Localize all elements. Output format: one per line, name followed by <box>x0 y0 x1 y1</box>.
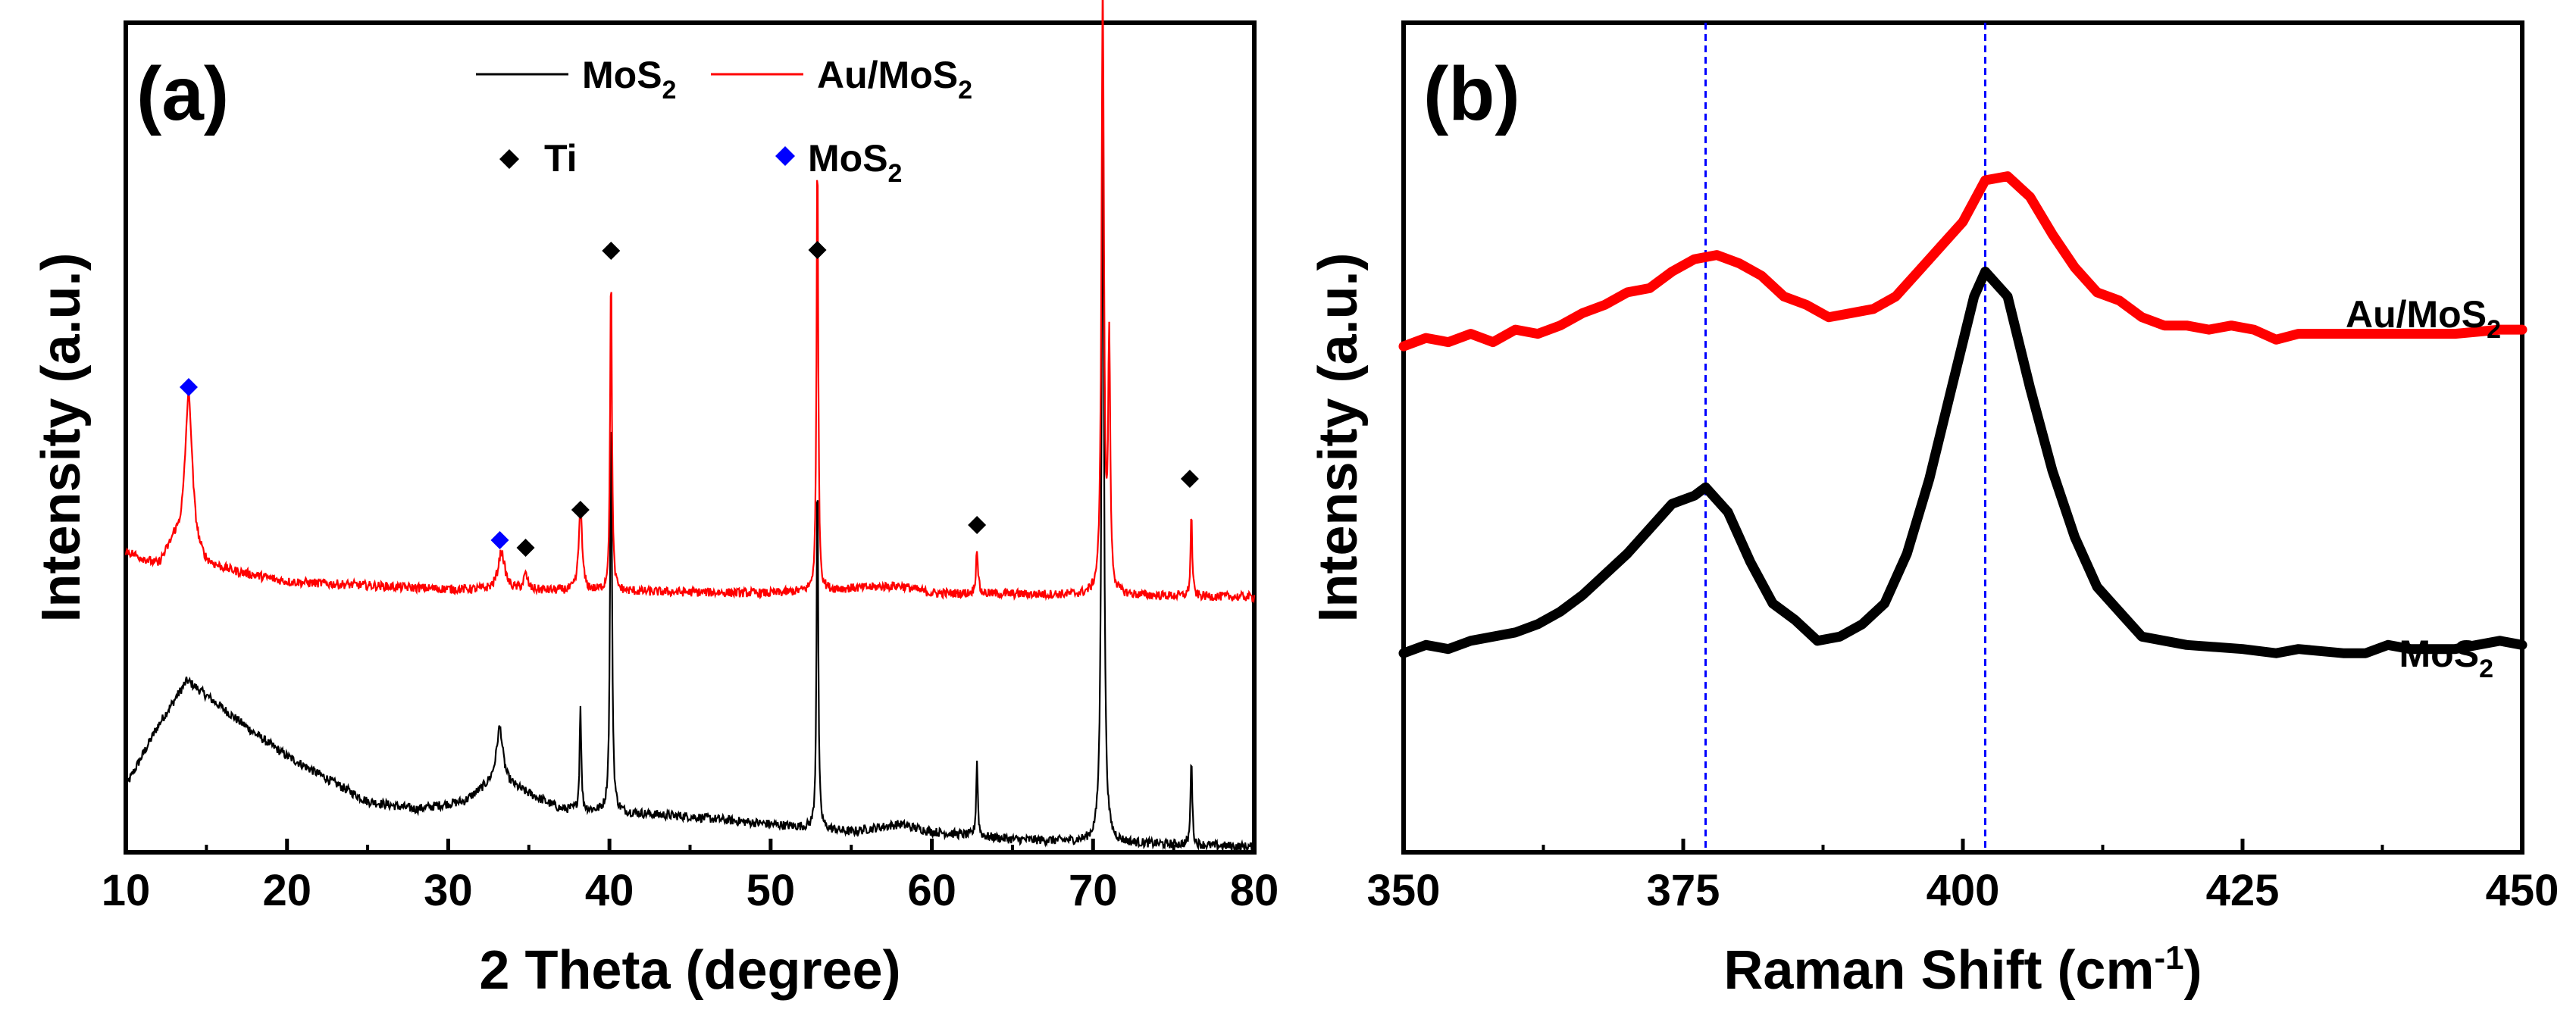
ti-peak-marker <box>1180 470 1199 488</box>
panel-a-frame <box>124 20 1257 855</box>
legend-label-mos2-marker: MoS2 <box>808 137 902 188</box>
legend-label-mos2: MoS2 <box>582 54 676 105</box>
x-tick-label: 60 <box>907 866 956 915</box>
x-tick-label: 10 <box>102 866 151 915</box>
legend-label-au-mos2: Au/MoS2 <box>817 54 972 105</box>
panel-b-x-axis-label: Raman Shift (cm-1) <box>1723 939 2202 1001</box>
panel-b-x-ticks: 350 375 400 425 450 <box>1367 839 2559 915</box>
series-label-au-mos2: Au/MoS2 <box>2346 293 2501 344</box>
x-tick-label: 40 <box>585 866 634 915</box>
ti-peak-marker <box>516 539 535 557</box>
panel-b-frame <box>1401 20 2524 855</box>
ti-peak-marker <box>968 516 987 534</box>
panel-b-series <box>1398 171 2527 658</box>
legend-marker-mos2 <box>775 146 795 166</box>
panel-a-label: (a) <box>136 52 229 136</box>
raman-series-au-mos2 <box>1398 171 2527 352</box>
x-tick-label: 50 <box>747 866 796 915</box>
ti-peak-marker <box>808 241 827 259</box>
panel-a-peak-markers <box>179 241 1199 557</box>
x-tick-label: 20 <box>262 866 311 915</box>
x-tick-label: 450 <box>2486 866 2559 915</box>
mos2-peak-marker <box>179 378 198 396</box>
ti-peak-marker <box>602 242 621 260</box>
panel-b-label: (b) <box>1423 52 1520 136</box>
x-tick-label: 375 <box>1647 866 1720 915</box>
x-tick-label: 70 <box>1069 866 1118 915</box>
panel-b: 350 375 400 425 450 Raman Shift (cm-1) Inten… <box>1308 20 2559 1001</box>
panel-a: 10 20 30 40 50 60 70 80 2 Theta (degree) Intens… <box>31 0 1279 1001</box>
panel-b-y-axis-label: Intensity (a.u.) <box>1308 252 1369 622</box>
xrd-series-au-mos2 <box>124 0 1256 604</box>
xrd-series-mos2 <box>124 118 1256 853</box>
x-tick-label: 350 <box>1367 866 1441 915</box>
legend-marker-ti <box>499 149 519 169</box>
panel-a-x-axis-label: 2 Theta (degree) <box>479 940 900 1001</box>
panel-a-x-ticks: 10 20 30 40 50 60 70 80 <box>102 839 1279 915</box>
raman-series-mos2 <box>1398 267 2527 658</box>
series-label-mos2: MoS2 <box>2399 633 2493 683</box>
panel-b-series-labels: Au/MoS2 MoS2 <box>2346 293 2501 683</box>
x-tick-label: 80 <box>1230 866 1279 915</box>
panel-a-series <box>124 0 1256 853</box>
panel-a-y-axis-label: Intensity (a.u.) <box>31 252 92 622</box>
panel-b-guide-lines <box>1704 23 1987 852</box>
mos2-peak-marker <box>490 531 509 549</box>
x-tick-label: 30 <box>424 866 473 915</box>
ti-peak-marker <box>571 501 590 519</box>
x-tick-label: 425 <box>2206 866 2280 915</box>
legend-label-ti: Ti <box>544 137 577 180</box>
x-tick-label: 400 <box>1927 866 2000 915</box>
